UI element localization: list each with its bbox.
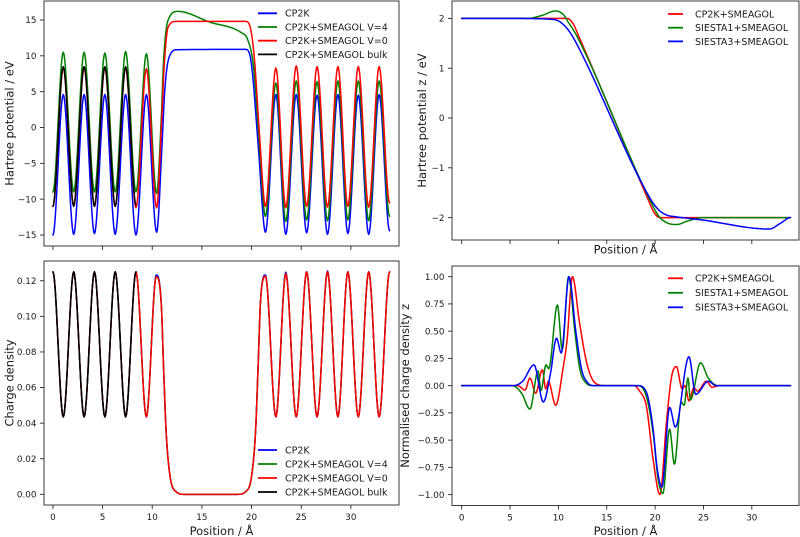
series-line-siesta3-smeagol bbox=[460, 17, 792, 230]
legend-label: CP2K bbox=[285, 445, 310, 456]
legend-label: CP2K+SMEAGOL bulk bbox=[285, 487, 388, 498]
plot-frame bbox=[43, 260, 400, 506]
y-tick-label: −0.50 bbox=[418, 436, 445, 446]
chart-panel-1: −15 −10 −5 0 5 10 15 Hartree potential / eV CP2K… bbox=[3, 0, 400, 250]
x-tick-label: 5 bbox=[507, 514, 513, 524]
legend-label: SIESTA1+SMEAGOL bbox=[695, 23, 789, 34]
series-line-cp2k-smeagol-v-4 bbox=[52, 10, 391, 223]
y-axis-label: Charge density bbox=[3, 339, 17, 426]
y-tick-label: 0.75 bbox=[425, 300, 445, 310]
legend-label: CP2K+SMEAGOL V=4 bbox=[285, 459, 388, 470]
y-tick-label: 0.08 bbox=[17, 348, 37, 358]
legend-label: CP2K bbox=[285, 9, 310, 20]
y-tick-label: 0.10 bbox=[17, 313, 37, 323]
series-line-cp2k-smeagol-bulk bbox=[52, 271, 137, 418]
x-tick-label: 10 bbox=[553, 514, 565, 524]
y-tick-label: −15 bbox=[18, 231, 37, 241]
plot-area bbox=[452, 1, 799, 240]
legend-label: CP2K+SMEAGOL V=0 bbox=[285, 36, 388, 47]
y-axis-label: Hartree potential / eV bbox=[3, 61, 17, 186]
legend-label: CP2K+SMEAGOL V=0 bbox=[285, 473, 388, 484]
series-line-siesta3-smeagol bbox=[460, 275, 792, 488]
y-tick-label: 5 bbox=[31, 88, 37, 98]
x-tick-label: 20 bbox=[649, 514, 661, 524]
y-tick-label: −0.75 bbox=[418, 464, 445, 474]
y-tick-label: 0 bbox=[31, 124, 37, 134]
plot-frame bbox=[451, 0, 800, 241]
x-tick-label: 30 bbox=[746, 514, 758, 524]
y-tick-label: −1 bbox=[432, 164, 445, 174]
y-tick-label: 1.00 bbox=[425, 273, 445, 283]
x-tick-label: 30 bbox=[345, 513, 357, 523]
legend-label: SIESTA3+SMEAGOL bbox=[695, 37, 789, 48]
legend-label: SIESTA3+SMEAGOL bbox=[695, 303, 789, 314]
legend: CP2K+SMEAGOL SIESTA1+SMEAGOL SIESTA3+SMEAG… bbox=[668, 9, 789, 48]
y-tick-label: 0.50 bbox=[425, 327, 445, 337]
legend: CP2K CP2K+SMEAGOL V=4 CP2K+SMEAGOL V=0 CP2K… bbox=[258, 445, 388, 498]
y-tick-label: 0.12 bbox=[17, 277, 37, 287]
series-line-cp2k bbox=[52, 48, 391, 236]
y-tick-label: 0.06 bbox=[17, 384, 37, 394]
x-tick-label: 15 bbox=[601, 514, 612, 524]
plot-area bbox=[44, 261, 399, 505]
series-line-cp2k-smeagol-bulk bbox=[52, 65, 137, 208]
x-tick-label: 5 bbox=[100, 513, 106, 523]
y-tick-label: 0.25 bbox=[425, 355, 445, 365]
x-tick-label: 25 bbox=[296, 513, 307, 523]
legend-label: SIESTA1+SMEAGOL bbox=[695, 288, 789, 299]
y-tick-label: 0.00 bbox=[425, 382, 445, 392]
legend-label: CP2K+SMEAGOL bulk bbox=[285, 50, 388, 61]
legend-label: CP2K+SMEAGOL V=4 bbox=[285, 22, 388, 33]
chart-panel-2: −2 −1 0 1 2 Hartree potential z / eV Position … bbox=[415, 0, 800, 257]
x-axis-label: Position / Å bbox=[190, 523, 254, 537]
series-line-siesta1-smeagol bbox=[460, 10, 792, 226]
y-tick-label: −2 bbox=[432, 214, 445, 224]
y-tick-label: 0.04 bbox=[17, 419, 37, 429]
y-tick-label: −1.00 bbox=[418, 491, 445, 501]
x-tick-label: 25 bbox=[698, 514, 709, 524]
chart-panel-4: −1.00 −0.75 −0.50 −0.25 0.00 0.25 0.50 0.75 1.00… bbox=[398, 265, 800, 537]
y-tick-label: 0 bbox=[439, 114, 445, 124]
y-axis-label: Hartree potential z / eV bbox=[415, 53, 429, 187]
plot-area bbox=[44, 1, 399, 246]
y-tick-label: 15 bbox=[25, 16, 36, 26]
x-axis-label: Position / Å bbox=[594, 523, 658, 537]
plot-frame bbox=[43, 0, 400, 247]
y-tick-label: −5 bbox=[24, 160, 37, 170]
y-tick-label: 0.00 bbox=[17, 491, 37, 501]
legend: CP2K+SMEAGOL SIESTA1+SMEAGOL SIESTA3+SMEAG… bbox=[668, 274, 789, 314]
x-axis-label: Position / Å bbox=[594, 242, 658, 257]
legend-label: CP2K+SMEAGOL bbox=[695, 9, 775, 20]
x-tick-label: 20 bbox=[246, 513, 258, 523]
x-tick-label: 10 bbox=[147, 513, 159, 523]
legend: CP2K CP2K+SMEAGOL V=4 CP2K+SMEAGOL V=0 CP2K… bbox=[258, 9, 388, 61]
x-tick-label: 0 bbox=[50, 513, 56, 523]
y-tick-label: −10 bbox=[18, 195, 37, 205]
y-axis-label: Normalised charge density z bbox=[398, 304, 412, 468]
y-tick-label: 2 bbox=[439, 15, 445, 25]
y-tick-label: 10 bbox=[25, 52, 37, 62]
y-tick-label: −0.25 bbox=[418, 409, 445, 419]
x-tick-label: 15 bbox=[196, 513, 207, 523]
y-tick-label: 1 bbox=[439, 64, 445, 74]
chart-panel-3: 0.00 0.02 0.04 0.06 0.08 0.10 0.12 0 5 10 15 20 25 30… bbox=[3, 260, 400, 537]
y-tick-label: 0.02 bbox=[17, 455, 37, 465]
legend-label: CP2K+SMEAGOL bbox=[695, 274, 775, 285]
x-tick-label: 0 bbox=[459, 514, 465, 524]
